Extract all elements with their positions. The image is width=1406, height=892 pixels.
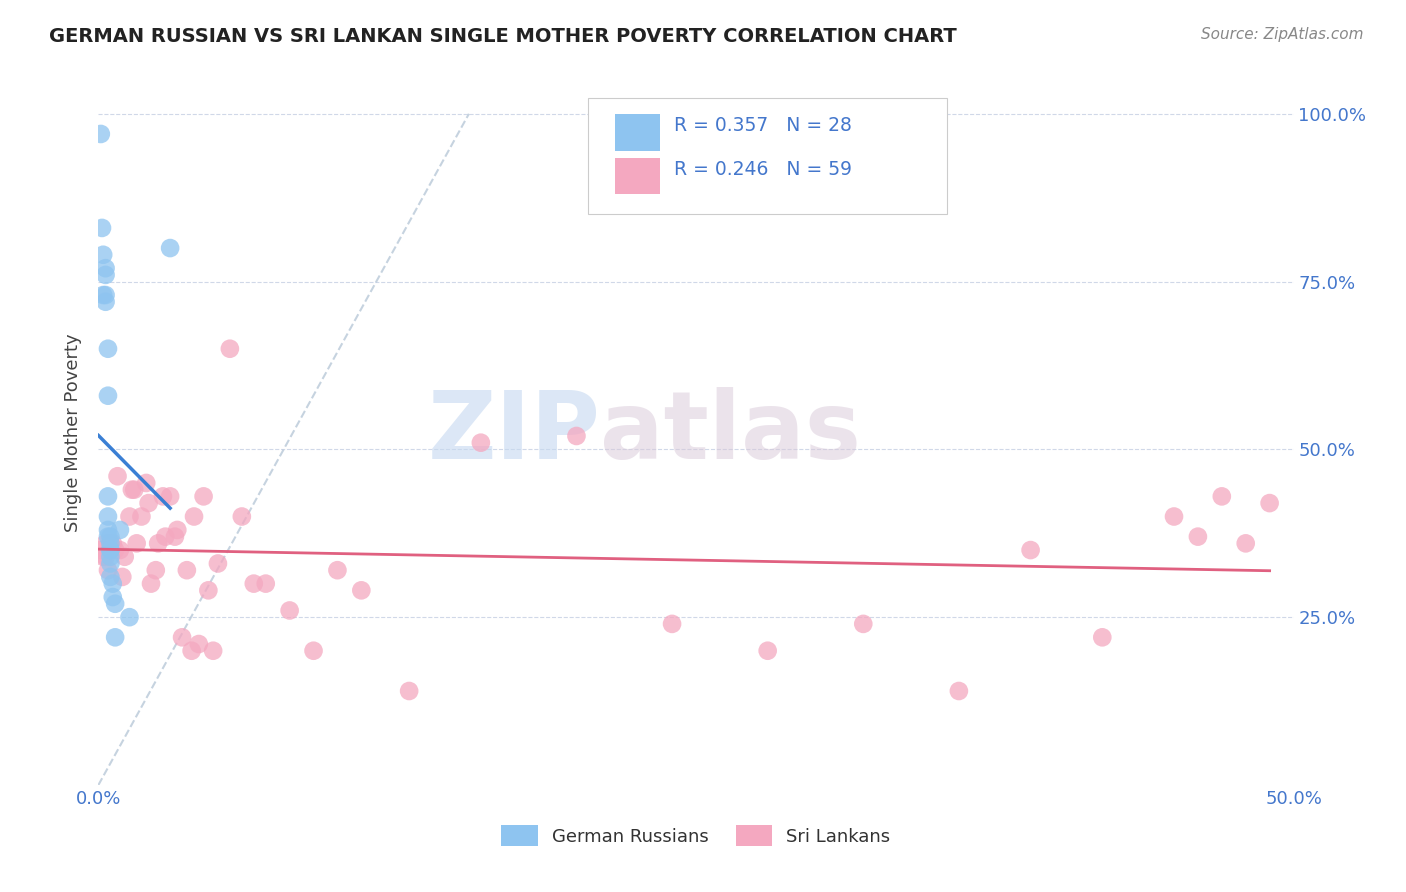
- Point: [98, 530, 122, 544]
- Point: [202, 644, 225, 658]
- Point: [138, 496, 160, 510]
- Point: [1019, 543, 1042, 558]
- Point: [219, 342, 242, 356]
- Point: [97, 489, 120, 503]
- Point: [756, 644, 779, 658]
- Point: [155, 530, 177, 544]
- Point: [104, 630, 127, 644]
- Point: [91, 288, 114, 302]
- Point: [118, 610, 141, 624]
- Point: [159, 241, 181, 255]
- FancyBboxPatch shape: [614, 158, 661, 194]
- Text: GERMAN RUSSIAN VS SRI LANKAN SINGLE MOTHER POVERTY CORRELATION CHART: GERMAN RUSSIAN VS SRI LANKAN SINGLE MOTH…: [49, 27, 957, 45]
- Point: [97, 389, 120, 403]
- Point: [94, 261, 117, 276]
- Point: [91, 221, 114, 235]
- Point: [114, 549, 136, 564]
- Point: [98, 549, 122, 564]
- Point: [97, 563, 120, 577]
- Point: [148, 536, 170, 550]
- Point: [302, 644, 325, 658]
- Point: [172, 630, 194, 644]
- Point: [207, 557, 229, 571]
- Point: [163, 530, 186, 544]
- Point: [1258, 496, 1281, 510]
- Point: [118, 509, 141, 524]
- Point: [104, 543, 127, 558]
- Point: [470, 435, 492, 450]
- Text: ZIP: ZIP: [427, 386, 600, 479]
- Point: [98, 543, 122, 558]
- Text: R = 0.246   N = 59: R = 0.246 N = 59: [675, 160, 852, 178]
- Point: [97, 342, 120, 356]
- Point: [90, 127, 112, 141]
- Point: [91, 549, 114, 564]
- Point: [101, 590, 124, 604]
- Point: [166, 523, 188, 537]
- Point: [94, 288, 117, 302]
- Point: [121, 483, 143, 497]
- Point: [94, 549, 117, 564]
- Y-axis label: Single Mother Poverty: Single Mother Poverty: [65, 334, 83, 532]
- Point: [948, 684, 970, 698]
- Point: [183, 509, 205, 524]
- Point: [94, 268, 117, 282]
- Point: [565, 429, 588, 443]
- Point: [124, 483, 146, 497]
- Point: [98, 557, 122, 571]
- Point: [193, 489, 215, 503]
- Point: [94, 294, 117, 309]
- Point: [135, 475, 157, 490]
- Point: [152, 489, 174, 503]
- Point: [243, 576, 266, 591]
- Point: [90, 543, 112, 558]
- Point: [91, 248, 114, 262]
- Point: [107, 469, 129, 483]
- Point: [98, 543, 122, 558]
- Point: [661, 616, 683, 631]
- Point: [101, 576, 124, 591]
- Point: [231, 509, 253, 524]
- Point: [111, 570, 134, 584]
- Point: [101, 536, 124, 550]
- Point: [131, 509, 153, 524]
- Point: [98, 536, 122, 550]
- Point: [326, 563, 349, 577]
- Point: [180, 644, 202, 658]
- Point: [97, 523, 120, 537]
- Point: [176, 563, 198, 577]
- Point: [197, 583, 219, 598]
- Point: [97, 530, 120, 544]
- Point: [108, 543, 131, 558]
- FancyBboxPatch shape: [614, 114, 661, 151]
- Point: [1187, 530, 1209, 544]
- Point: [852, 616, 875, 631]
- Point: [125, 536, 148, 550]
- Text: R = 0.357   N = 28: R = 0.357 N = 28: [675, 116, 852, 135]
- Legend: German Russians, Sri Lankans: German Russians, Sri Lankans: [495, 818, 897, 854]
- Point: [159, 489, 181, 503]
- Point: [108, 523, 131, 537]
- Point: [1091, 630, 1114, 644]
- Point: [187, 637, 209, 651]
- Text: atlas: atlas: [600, 386, 862, 479]
- Point: [104, 597, 127, 611]
- Point: [97, 509, 120, 524]
- Text: Source: ZipAtlas.com: Source: ZipAtlas.com: [1201, 27, 1364, 42]
- Point: [1163, 509, 1185, 524]
- Point: [94, 536, 117, 550]
- Point: [278, 603, 301, 617]
- Point: [145, 563, 167, 577]
- Point: [254, 576, 277, 591]
- Point: [398, 684, 420, 698]
- Point: [1211, 489, 1233, 503]
- Point: [98, 570, 122, 584]
- Point: [1234, 536, 1257, 550]
- Point: [350, 583, 373, 598]
- Point: [98, 543, 122, 558]
- Point: [98, 536, 122, 550]
- FancyBboxPatch shape: [589, 98, 948, 214]
- Point: [139, 576, 162, 591]
